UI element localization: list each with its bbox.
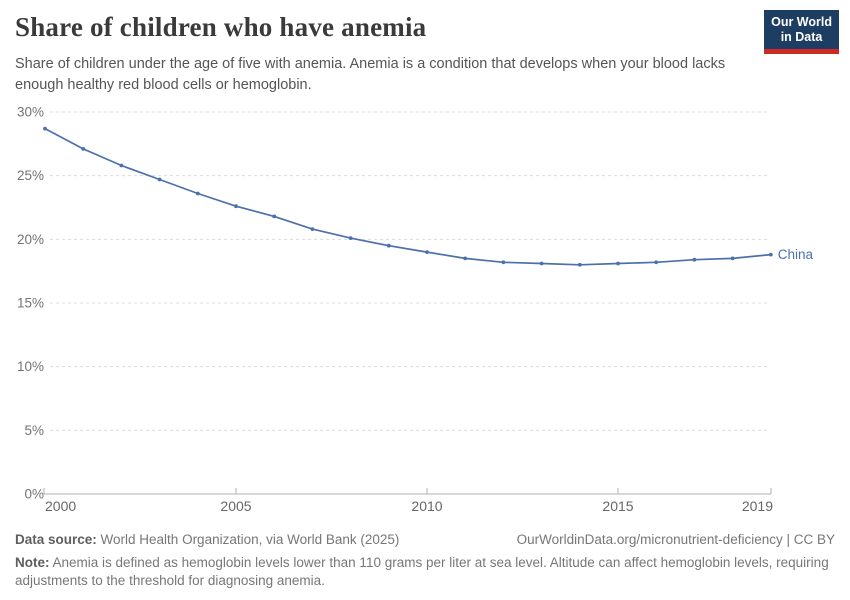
data-point[interactable] <box>234 204 238 209</box>
data-point[interactable] <box>386 243 391 248</box>
x-axis-label: 2019 <box>742 498 773 514</box>
owid-logo-line1: Our World <box>771 15 832 29</box>
owid-logo[interactable]: Our World in Data <box>764 10 839 54</box>
data-point[interactable] <box>157 177 162 182</box>
x-axis-label: 2005 <box>220 498 251 514</box>
data-point[interactable] <box>654 260 659 265</box>
y-axis-label: 20% <box>17 232 44 247</box>
data-point[interactable] <box>730 256 735 261</box>
y-axis-label: 25% <box>17 168 44 183</box>
y-axis-label: 10% <box>17 359 44 374</box>
x-axis-label: 2010 <box>411 498 442 514</box>
data-point[interactable] <box>310 227 315 231</box>
data-point[interactable] <box>272 214 277 219</box>
owid-logo-line2: in Data <box>780 30 823 44</box>
y-axis-label: 0% <box>24 487 44 502</box>
note-label: Note: <box>15 555 50 571</box>
data-point[interactable] <box>577 262 582 267</box>
data-point[interactable] <box>425 250 429 255</box>
note-text: Anemia is defined as hemoglobin levels l… <box>15 555 829 589</box>
line-chart: 0% 5% 10% 15% 20% 25% 30% 2000 2005 2010 2015 2019 C… <box>17 105 814 515</box>
data-point[interactable] <box>501 260 506 265</box>
data-point[interactable] <box>616 261 620 266</box>
data-point[interactable] <box>119 163 124 168</box>
page-title: Share of children who have anemia <box>15 12 427 42</box>
data-point[interactable] <box>539 261 544 266</box>
data-point[interactable] <box>692 257 697 262</box>
x-axis-label: 2015 <box>602 498 633 514</box>
data-source: Data source: World Health Organization, … <box>15 531 399 549</box>
y-axis-label: 30% <box>17 105 44 120</box>
data-source-label: Data source: <box>15 532 97 547</box>
data-point[interactable] <box>768 252 773 257</box>
data-point[interactable] <box>195 191 200 196</box>
license-link[interactable]: CC BY <box>793 532 835 547</box>
chart-subtitle: Share of children under the age of five … <box>15 56 726 94</box>
owid-url-link[interactable]: OurWorldinData.org/micronutrient-deficie… <box>516 532 783 547</box>
data-point[interactable] <box>348 236 353 241</box>
data-line[interactable] <box>44 127 771 266</box>
data-point[interactable] <box>81 147 86 151</box>
y-axis-label: 15% <box>17 296 44 311</box>
attribution-separator: | <box>782 532 794 547</box>
series-end-label: China <box>778 247 814 262</box>
data-source-text: World Health Organization, via World Ban… <box>96 532 400 547</box>
chart-footer: Data source: World Health Organization, … <box>15 531 835 591</box>
data-point[interactable] <box>463 256 468 261</box>
attribution: OurWorldinData.org/micronutrient-deficie… <box>517 531 835 549</box>
y-axis-label: 5% <box>24 423 44 438</box>
x-axis-label: 2000 <box>45 498 76 514</box>
data-point[interactable] <box>43 126 47 131</box>
